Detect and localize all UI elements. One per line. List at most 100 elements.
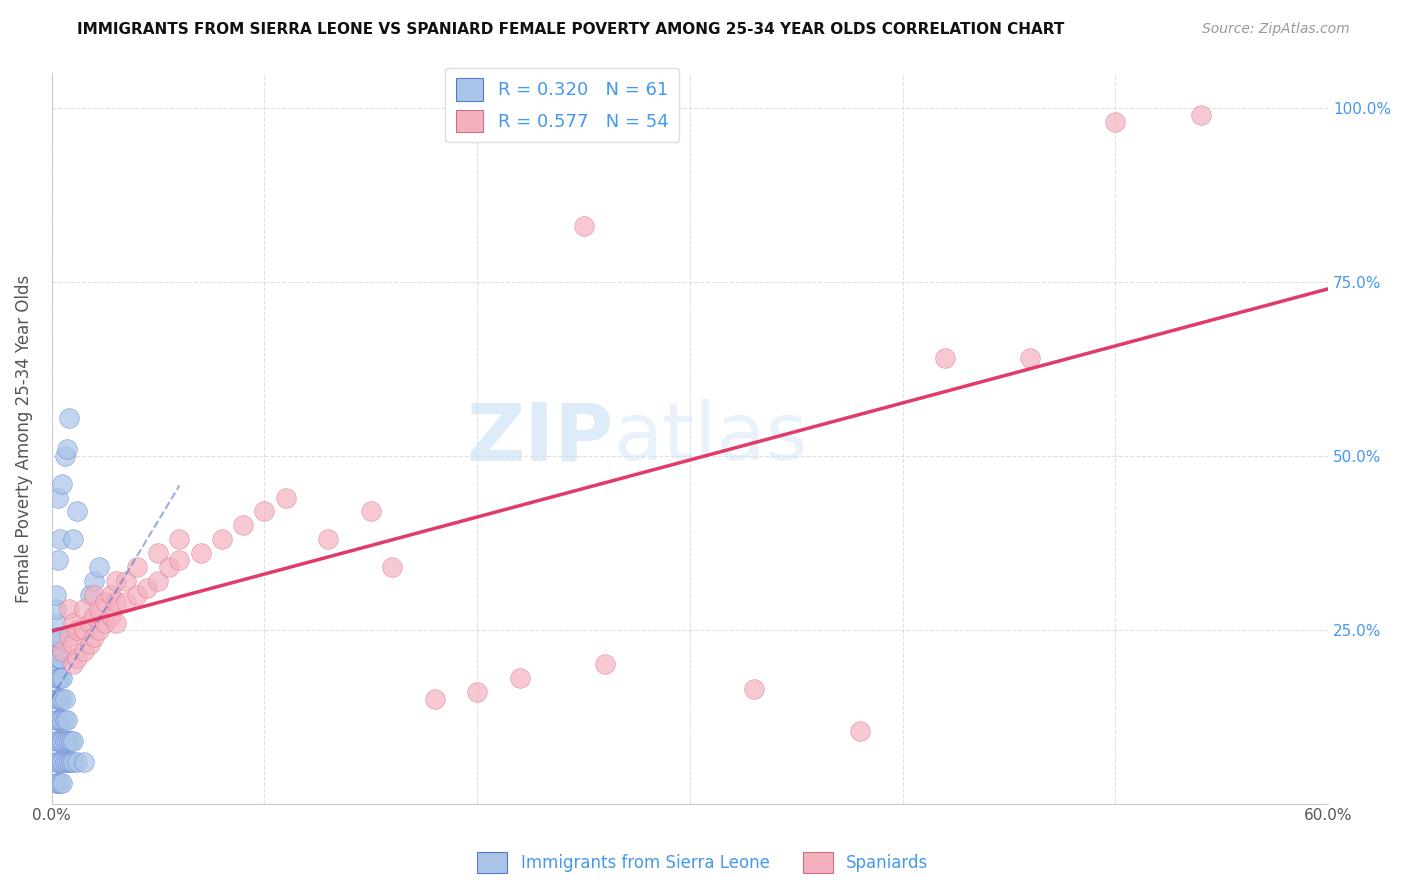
Point (79, 615, 101, 630)
Point (136, 581, 159, 595)
Point (46, 630, 69, 644)
Point (51, 776, 73, 790)
Point (51, 713, 73, 727)
Point (169, 533, 191, 547)
Point (1019, 351, 1042, 366)
Point (115, 574, 138, 588)
Point (62, 533, 84, 547)
Point (58, 410, 80, 425)
Point (1189, 108, 1212, 122)
Point (593, 657, 616, 672)
Point (49, 533, 72, 547)
Point (53, 734, 76, 748)
Point (190, 546, 212, 560)
Point (87, 602, 110, 616)
Point (46, 491, 69, 505)
Point (45, 588, 67, 602)
Point (49, 650, 72, 665)
Point (100, 608, 122, 623)
Point (55, 755, 77, 769)
Point (51, 476, 73, 491)
Point (125, 588, 148, 602)
Point (49, 692, 72, 706)
Text: atlas: atlas (613, 400, 807, 477)
Point (46, 692, 69, 706)
Point (115, 595, 138, 609)
Point (253, 504, 276, 518)
Point (83, 630, 105, 644)
Point (274, 491, 297, 505)
Point (51, 734, 73, 748)
Point (742, 681, 765, 696)
Text: Source: ZipAtlas.com: Source: ZipAtlas.com (1202, 22, 1350, 37)
Point (94, 595, 117, 609)
Point (66, 755, 89, 769)
Point (73, 602, 96, 616)
Point (83, 574, 105, 588)
Point (79, 588, 101, 602)
Point (45, 615, 67, 630)
Point (465, 685, 488, 699)
Point (94, 615, 117, 630)
Point (62, 734, 84, 748)
Point (83, 608, 105, 623)
Point (46, 734, 69, 748)
Point (45, 672, 67, 686)
Point (87, 560, 110, 574)
Point (55, 442, 77, 456)
Point (58, 602, 80, 616)
Point (509, 672, 531, 686)
Point (49, 755, 72, 769)
Point (59, 755, 82, 769)
Point (53, 692, 76, 706)
Point (211, 533, 233, 547)
Point (53, 755, 76, 769)
Point (45, 755, 67, 769)
Point (62, 615, 84, 630)
Point (316, 533, 339, 547)
Point (83, 588, 105, 602)
Point (146, 574, 169, 588)
Point (45, 692, 67, 706)
Point (73, 755, 96, 769)
Point (53, 449, 76, 463)
Point (157, 560, 180, 574)
Point (423, 692, 446, 706)
Point (66, 504, 89, 518)
Point (45, 713, 67, 727)
Point (45, 657, 67, 672)
Point (104, 595, 127, 609)
Text: ZIP: ZIP (467, 400, 613, 477)
Point (45, 630, 67, 644)
Point (46, 650, 69, 665)
Point (49, 734, 72, 748)
Point (45, 643, 67, 657)
Point (79, 637, 101, 651)
Point (62, 657, 84, 672)
Point (46, 553, 69, 567)
Point (45, 602, 67, 616)
Legend: Immigrants from Sierra Leone, Spaniards: Immigrants from Sierra Leone, Spaniards (471, 846, 935, 880)
Point (45, 776, 67, 790)
Point (146, 546, 169, 560)
Point (51, 672, 73, 686)
Point (62, 637, 84, 651)
Point (46, 713, 69, 727)
Point (51, 643, 73, 657)
Point (49, 672, 72, 686)
Point (45, 734, 67, 748)
Point (53, 713, 76, 727)
Point (46, 776, 69, 790)
Point (49, 776, 72, 790)
Point (58, 755, 80, 769)
Point (169, 553, 191, 567)
Point (59, 734, 82, 748)
Point (87, 623, 110, 637)
Point (934, 351, 956, 366)
Legend: R = 0.320   N = 61, R = 0.577   N = 54: R = 0.320 N = 61, R = 0.577 N = 54 (446, 68, 679, 143)
Point (46, 672, 69, 686)
Point (572, 219, 595, 234)
Point (55, 734, 77, 748)
Point (46, 755, 69, 769)
Point (849, 723, 872, 738)
